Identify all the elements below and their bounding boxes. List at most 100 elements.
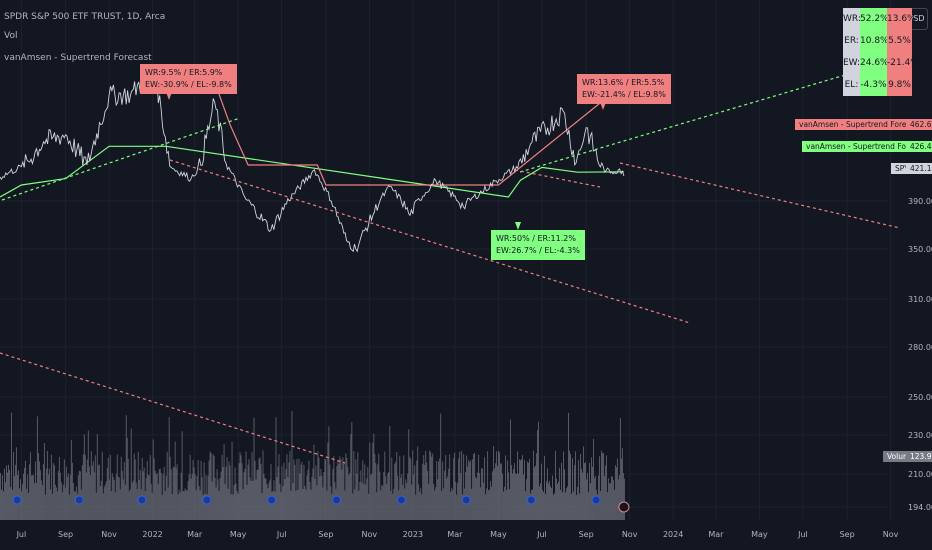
volume-bar [468, 460, 470, 520]
volume-bar [457, 482, 459, 520]
volume-bar [471, 488, 473, 520]
x-tick-label: 2023 [403, 530, 423, 539]
volume-bar [436, 461, 438, 520]
volume-bar [197, 459, 199, 520]
dividend-marker [74, 495, 84, 505]
stats-down-value: 9.8% [887, 74, 912, 96]
volume-bar [554, 493, 555, 520]
volume-bar [354, 489, 356, 520]
volume-bar [63, 459, 65, 520]
volume-bar [343, 463, 345, 520]
volume-bar [550, 486, 551, 520]
volume-bar [113, 480, 115, 520]
volume-bar [35, 482, 37, 520]
up-trend-tag: vanAmsen - Supertrend Forecast:Up Trend [802, 141, 932, 152]
volume-bar [163, 467, 165, 520]
volume-bar [557, 483, 558, 520]
volume-bar [366, 478, 368, 520]
annotation-pointer [515, 222, 521, 230]
volume-bar [390, 490, 392, 520]
volume-bar [271, 491, 273, 520]
volume-bar [616, 458, 618, 520]
volume-bar [203, 462, 205, 520]
volume-bar [386, 483, 388, 520]
volume-bar [351, 421, 353, 520]
volume-bar [487, 451, 489, 520]
volume-bar [602, 452, 604, 520]
volume-bar [249, 477, 251, 520]
volume-bar [477, 472, 479, 520]
annotation-pointer [600, 102, 606, 110]
volume-bar [611, 476, 613, 520]
volume-bar [488, 490, 490, 520]
volume-bar [254, 460, 256, 520]
volume-bar [15, 447, 17, 520]
volume-bar [365, 484, 367, 520]
volume-bar [490, 480, 492, 520]
volume-bar [575, 451, 576, 520]
volume-bar [599, 490, 601, 520]
volume-bar [18, 488, 20, 520]
volume-bar [387, 473, 389, 520]
volume-bar [237, 493, 239, 520]
volume-bar [306, 475, 308, 520]
volume-bar [463, 454, 465, 520]
volume-bar [106, 468, 108, 520]
volume-bar [546, 481, 547, 520]
volume-bar [417, 446, 419, 520]
volume-bar [194, 474, 196, 520]
volume-bar [359, 481, 361, 520]
y-tick-label: 194.00 [908, 503, 932, 512]
volume-bar [485, 494, 487, 520]
volume-bar [41, 485, 43, 520]
volume-bar [171, 494, 173, 520]
volume-bar [121, 470, 123, 520]
volume-bar [252, 480, 254, 520]
volume-bar [241, 463, 243, 520]
up-trend-price: 426.47 [906, 141, 932, 152]
volume-bar [475, 476, 477, 520]
volume-bar [100, 480, 102, 520]
volume-bar [43, 442, 45, 520]
volume-bar [590, 457, 592, 520]
volume-bar [596, 494, 598, 520]
indicator-legend: vanAmsen - Supertrend Forecast [4, 53, 152, 63]
volume-bar [199, 490, 201, 520]
volume-bar [467, 466, 469, 520]
volume-bar [449, 454, 451, 520]
volume-bar [443, 488, 445, 520]
volume-bar [250, 480, 252, 520]
volume-bar [295, 490, 297, 520]
volume-bar [438, 461, 440, 520]
volume-bar [79, 471, 81, 520]
volume-bar [441, 490, 443, 520]
volume-bar [367, 467, 369, 520]
volume-bar [462, 494, 464, 520]
stats-row-wr: WR: 52.2% 13.6% [843, 8, 916, 30]
volume-bar [445, 454, 447, 520]
volume-bar [372, 442, 374, 520]
volume-bar [551, 488, 552, 520]
volume-bar [502, 473, 504, 520]
volume-bar [117, 476, 119, 520]
volume-bar [605, 455, 607, 520]
volume-bar [36, 416, 38, 520]
volume-bar [404, 488, 406, 520]
volume-bar [53, 465, 55, 520]
volume-bar [46, 450, 48, 520]
volume-bar [115, 474, 117, 520]
symbol-title: SPDR S&P 500 ETF TRUST, 1D, Arca [4, 12, 166, 22]
volume-bar [158, 469, 160, 520]
x-tick-label: Jul [797, 530, 808, 539]
volume-bar [618, 474, 620, 520]
volume-bar [493, 445, 495, 520]
volume-bar [576, 494, 577, 520]
volume-bar [531, 489, 532, 520]
volume-bar [388, 471, 390, 520]
volume-bar [188, 474, 190, 520]
volume-bar [510, 419, 512, 520]
volume-bar [440, 413, 442, 520]
volume-bar [606, 492, 608, 520]
volume-bar [382, 486, 384, 520]
